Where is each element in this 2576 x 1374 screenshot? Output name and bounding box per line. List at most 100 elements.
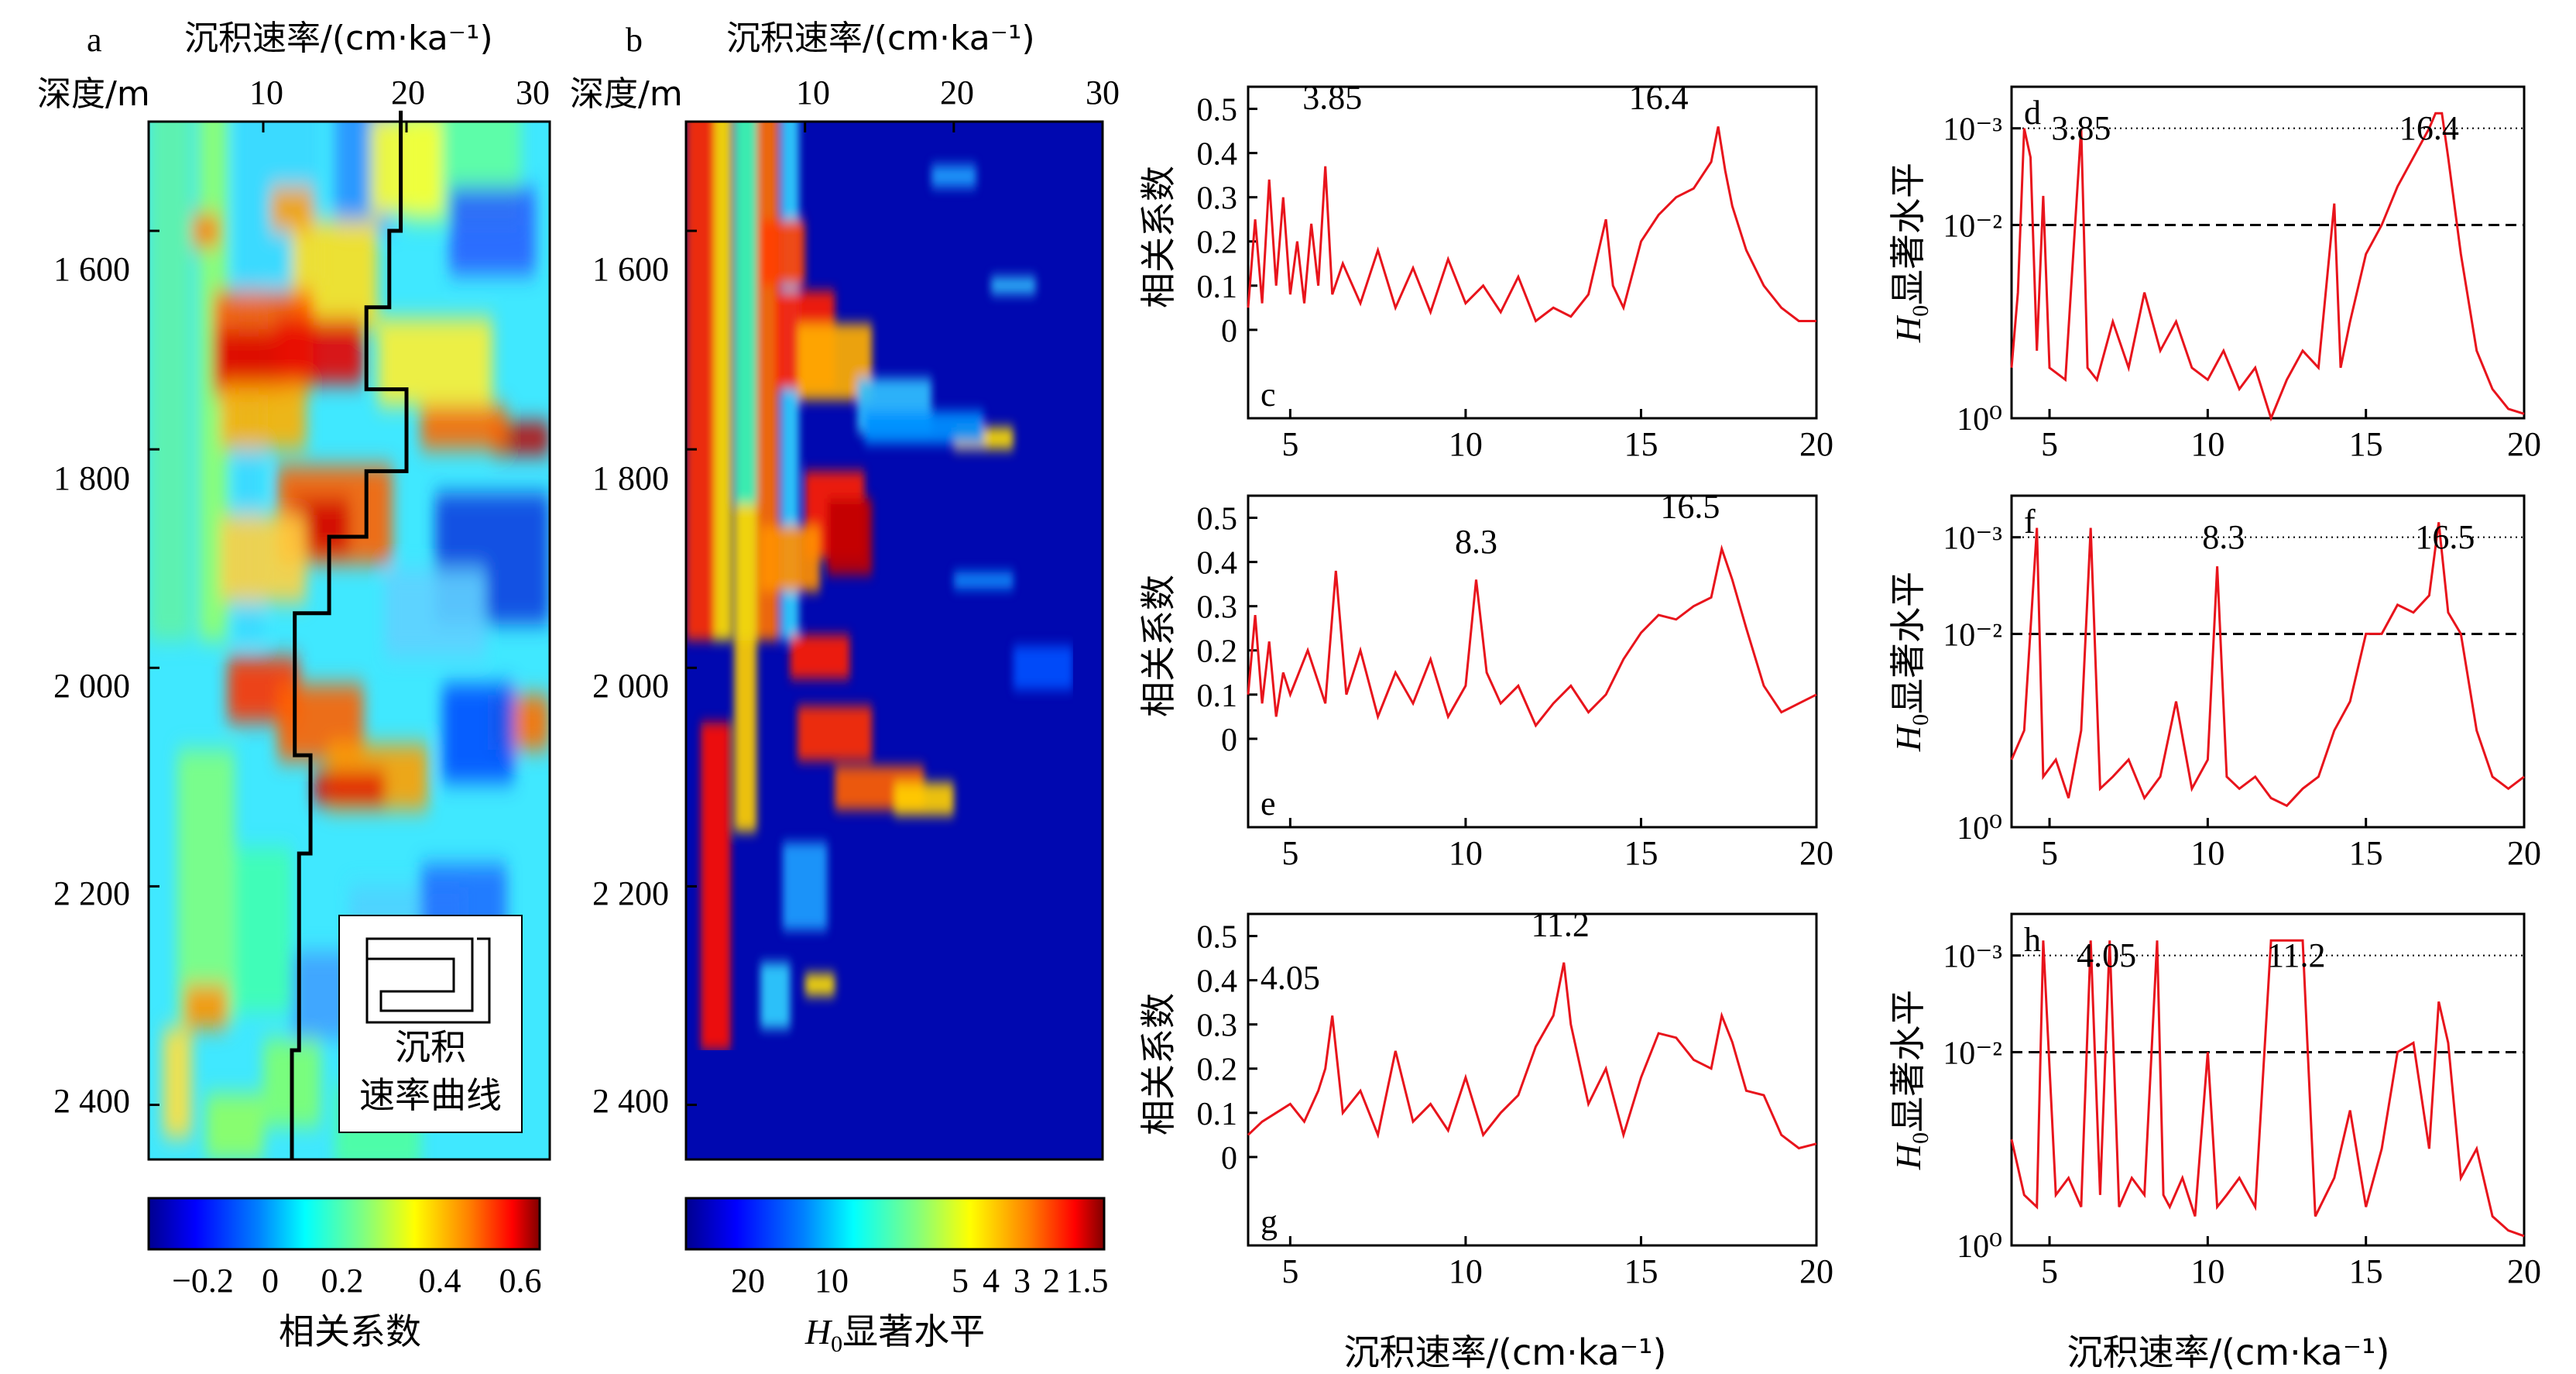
- heatmap-b-frame: [684, 120, 1104, 1161]
- heatmap-b-cell: [760, 963, 791, 1029]
- panel-f-y-tick-label: 10⁰: [1957, 811, 2002, 847]
- colorbar-b-tick-2: 2: [1043, 1262, 1060, 1300]
- heatmap-a-cell: [220, 383, 307, 450]
- heatmap-a-frame: [147, 120, 551, 1161]
- panel-c-letter: c: [1261, 376, 1276, 414]
- colorbar-b-tick-15: 1.5: [1066, 1262, 1109, 1300]
- panel-f: 5 10 15 20 10⁻³ 10⁻² 10⁰ H0显著水平 f 8.3 16.5: [1887, 494, 2541, 872]
- panel-b-depth-tick-2400: 2 400: [592, 1082, 669, 1120]
- panel-b-top-axis-title: 沉积速率/(cm·ka⁻¹): [726, 19, 1035, 58]
- panel-c-peak-label-1: 3.85: [1302, 79, 1362, 117]
- panel-h-y-tick-label: 10⁻²: [1943, 1036, 2002, 1071]
- heatmap-b: [686, 122, 1103, 1159]
- panel-h: 5 10 15 20 10⁻³ 10⁻² 10⁰ H0显著水平 h 4.05 11.2: [1887, 912, 2541, 1290]
- rate-curve-legend-label-2: 速率曲线: [359, 1074, 502, 1116]
- panel-a-letter: a: [87, 21, 102, 59]
- panel-g-frame: [1247, 912, 1818, 1247]
- heatmap-a-cell: [149, 122, 192, 641]
- panel-h-x-tick-label: 5: [2041, 1252, 2058, 1290]
- panel-d-x-tick-label: 15: [2349, 425, 2383, 463]
- panel-f-peak-label-1: 8.3: [2202, 518, 2245, 556]
- colorbar-b-tick-5: 5: [952, 1262, 969, 1300]
- panel-b-letter: b: [626, 21, 643, 59]
- panel-f-x-tick-label: 15: [2349, 834, 2383, 872]
- heatmap-a-cell: [163, 1028, 192, 1138]
- line-panels: 5 10 15 20 0 0.1 0.2 0.3 0.4 0.5 相关系数 c 3.85 16.4 5 10 1…: [1137, 79, 2541, 1290]
- panel-a-depth-tick-1600: 1 600: [53, 250, 130, 288]
- panel-g-y-tick-label: 0.4: [1197, 964, 1238, 1000]
- panel-h-y-tick-label: 10⁻³: [1943, 939, 2002, 975]
- heatmap-b-cell: [790, 634, 850, 679]
- heatmap-b-cell: [931, 165, 976, 187]
- panel-g-x-tick-label: 15: [1624, 1252, 1658, 1290]
- panel-b-tick-marks: [686, 122, 1104, 1106]
- panel-g-ylabel: 相关系数: [1137, 993, 1179, 1135]
- panel-c-peak-label-2: 16.4: [1629, 79, 1689, 117]
- panel-f-x-tick-label: 10: [2190, 834, 2224, 872]
- panel-a-tick-marks: [149, 122, 551, 1106]
- panel-a-top-axis-title: 沉积速率/(cm·ka⁻¹): [184, 19, 493, 58]
- panel-c: 5 10 15 20 0 0.1 0.2 0.3 0.4 0.5 相关系数 c 3.85 16.4: [1137, 79, 1833, 463]
- panel-d-x-tick-label: 10: [2190, 425, 2224, 463]
- panel-h-peak-label-1: 4.05: [2077, 936, 2136, 974]
- panel-g-peak-label-2: 11.2: [1532, 906, 1590, 944]
- panel-g-letter: g: [1261, 1203, 1278, 1241]
- panel-c-y-tick-label: 0.5: [1197, 93, 1238, 129]
- panel-c-y-tick-label: 0.1: [1197, 270, 1238, 305]
- panel-e-x-tick-label: 15: [1624, 834, 1658, 872]
- panel-c-x-tick-label: 10: [1449, 425, 1483, 463]
- panel-c-ylabel: 相关系数: [1137, 166, 1179, 308]
- panel-f-y-tick-label: 10⁻²: [1943, 617, 2002, 653]
- panel-e-y-tick-label: 0: [1221, 723, 1237, 758]
- panel-g-peak-label-1: 4.05: [1261, 959, 1320, 997]
- panel-g-y-tick-label: 0: [1221, 1141, 1237, 1176]
- panel-g-y-tick-label: 0.1: [1197, 1097, 1238, 1132]
- panel-g-x-tick-label: 5: [1281, 1252, 1298, 1290]
- colorbar-b-tick-3: 3: [1014, 1262, 1031, 1300]
- panel-c-frame: [1247, 85, 1818, 420]
- panel-h-series-line: [2010, 939, 2525, 1238]
- panel-f-y-tick-label: 10⁻³: [1943, 521, 2002, 557]
- heatmap-b-cell: [953, 572, 1014, 589]
- colorbar-b-tick-20: 20: [731, 1262, 765, 1300]
- panel-a-top-tick-10: 10: [249, 74, 283, 112]
- colorbar-b-title: H0显著水平: [804, 1310, 985, 1357]
- rate-curve-legend-box: [338, 915, 523, 1133]
- panel-a-depth-tick-2200: 2 200: [53, 874, 130, 912]
- panel-a-top-ticks: 10 20 30: [249, 74, 550, 112]
- panel-b-top-tick-20: 20: [940, 74, 974, 112]
- panel-b: b 沉积速率/(cm·ka⁻¹) 深度/m 10 20 30 1 600 1 8…: [570, 19, 1120, 1357]
- panel-d-y-tick-label: 10⁻²: [1943, 208, 2002, 244]
- sedimentation-rate-curve: [290, 110, 409, 1159]
- heatmap-a-cell: [313, 771, 386, 805]
- panel-a-depth-tick-2400: 2 400: [53, 1082, 130, 1120]
- panel-d-frame: [2010, 85, 2526, 420]
- panel-c-x-tick-label: 15: [1624, 425, 1658, 463]
- panel-f-letter: f: [2024, 503, 2036, 541]
- panel-g-y-tick-label: 0.3: [1197, 1008, 1238, 1044]
- colorbar-a-tick-04: 0.4: [419, 1262, 461, 1300]
- heatmap-a-cell: [177, 750, 235, 1023]
- heatmap-a-cell: [191, 214, 221, 248]
- panel-a: a 沉积速率/(cm·ka⁻¹) 深度/m 10 20 30 1 600 1 8…: [37, 19, 551, 1352]
- panel-b-top-tick-30: 30: [1086, 74, 1120, 112]
- panel-e: 5 10 15 20 0 0.1 0.2 0.3 0.4 0.5 相关系数 e 8.3 16.5: [1137, 488, 1833, 872]
- panel-h-x-tick-label: 20: [2507, 1252, 2541, 1290]
- panel-e-peak-label-1: 8.3: [1455, 523, 1497, 561]
- panel-d-peak-label-1: 3.85: [2051, 109, 2111, 147]
- panel-h-y-tick-label: 10⁰: [1957, 1229, 2002, 1265]
- panel-e-y-tick-label: 0.2: [1197, 634, 1238, 670]
- panel-h-ylabel: H0显著水平: [1887, 990, 1933, 1170]
- panel-d-peak-label-2: 16.4: [2399, 109, 2459, 147]
- panel-d-x-tick-label: 20: [2507, 425, 2541, 463]
- heatmap-a-cell: [449, 187, 536, 275]
- heatmap-b-cell: [894, 782, 954, 816]
- heatmap-b-cell: [1013, 646, 1073, 690]
- heatmap-b-cell: [797, 706, 873, 761]
- panel-a-depth-tick-1800: 1 800: [53, 459, 130, 497]
- panel-c-y-tick-label: 0.2: [1197, 225, 1238, 261]
- bottom-xlabel-sig: 沉积速率/(cm·ka⁻¹): [2067, 1331, 2390, 1373]
- panel-a-depth-tick-2000: 2 000: [53, 667, 130, 705]
- panel-a-depth-ticks: 1 600 1 800 2 000 2 200 2 400: [53, 250, 130, 1120]
- rate-curve-legend: 沉积 速率曲线: [338, 915, 523, 1133]
